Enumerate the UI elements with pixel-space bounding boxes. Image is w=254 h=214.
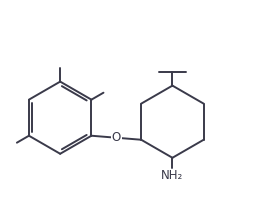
Text: NH₂: NH₂ (161, 169, 184, 182)
Text: O: O (112, 131, 121, 144)
